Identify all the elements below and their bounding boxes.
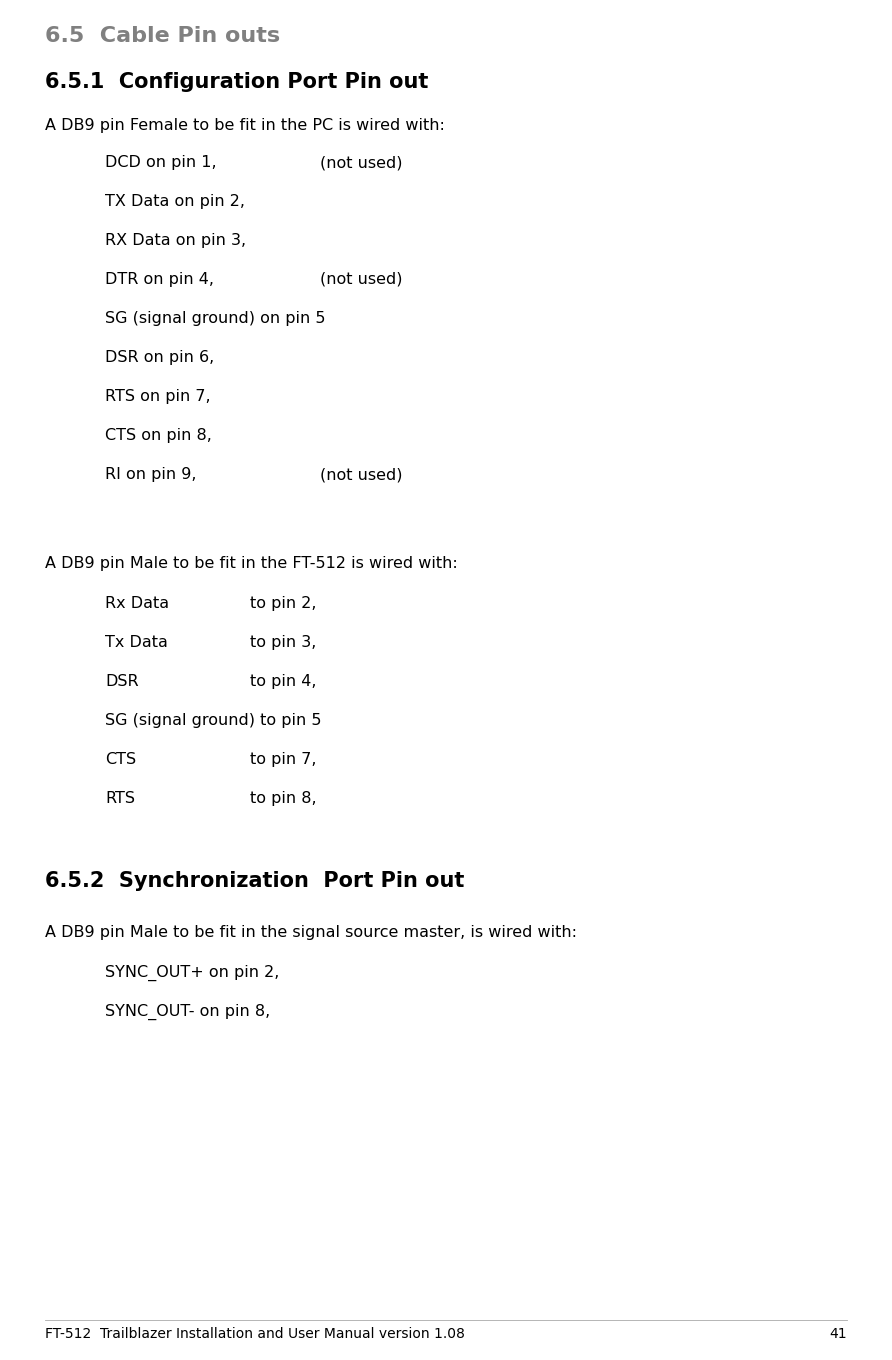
Text: to pin 4,: to pin 4, (250, 675, 317, 690)
Text: to pin 8,: to pin 8, (250, 792, 317, 806)
Text: DCD on pin 1,: DCD on pin 1, (105, 155, 217, 170)
Text: RX Data on pin 3,: RX Data on pin 3, (105, 233, 246, 248)
Text: CTS: CTS (105, 752, 136, 767)
Text: DSR on pin 6,: DSR on pin 6, (105, 350, 214, 364)
Text: to pin 7,: to pin 7, (250, 752, 317, 767)
Text: 41: 41 (830, 1327, 847, 1341)
Text: 6.5.2  Synchronization  Port Pin out: 6.5.2 Synchronization Port Pin out (45, 870, 465, 891)
Text: CTS on pin 8,: CTS on pin 8, (105, 428, 212, 443)
Text: SG (signal ground) to pin 5: SG (signal ground) to pin 5 (105, 713, 321, 728)
Text: FT-512  Trailblazer Installation and User Manual version 1.08: FT-512 Trailblazer Installation and User… (45, 1327, 465, 1341)
Text: DSR: DSR (105, 675, 138, 690)
Text: (not used): (not used) (320, 272, 402, 287)
Text: A DB9 pin Male to be fit in the signal source master, is wired with:: A DB9 pin Male to be fit in the signal s… (45, 925, 577, 940)
Text: to pin 3,: to pin 3, (250, 635, 317, 650)
Text: to pin 2,: to pin 2, (250, 596, 317, 611)
Text: 6.5.1  Configuration Port Pin out: 6.5.1 Configuration Port Pin out (45, 72, 428, 92)
Text: Rx Data: Rx Data (105, 596, 169, 611)
Text: SYNC_OUT- on pin 8,: SYNC_OUT- on pin 8, (105, 1004, 270, 1020)
Text: 6.5  Cable Pin outs: 6.5 Cable Pin outs (45, 26, 280, 46)
Text: SG (signal ground) on pin 5: SG (signal ground) on pin 5 (105, 311, 326, 326)
Text: DTR on pin 4,: DTR on pin 4, (105, 272, 214, 287)
Text: Tx Data: Tx Data (105, 635, 168, 650)
Text: SYNC_OUT+ on pin 2,: SYNC_OUT+ on pin 2, (105, 966, 279, 981)
Text: A DB9 pin Male to be fit in the FT-512 is wired with:: A DB9 pin Male to be fit in the FT-512 i… (45, 556, 458, 571)
Text: (not used): (not used) (320, 155, 402, 170)
Text: RTS: RTS (105, 792, 135, 806)
Text: RTS on pin 7,: RTS on pin 7, (105, 389, 211, 404)
Text: TX Data on pin 2,: TX Data on pin 2, (105, 194, 245, 209)
Text: A DB9 pin Female to be fit in the PC is wired with:: A DB9 pin Female to be fit in the PC is … (45, 118, 445, 133)
Text: (not used): (not used) (320, 466, 402, 481)
Text: RI on pin 9,: RI on pin 9, (105, 466, 196, 481)
